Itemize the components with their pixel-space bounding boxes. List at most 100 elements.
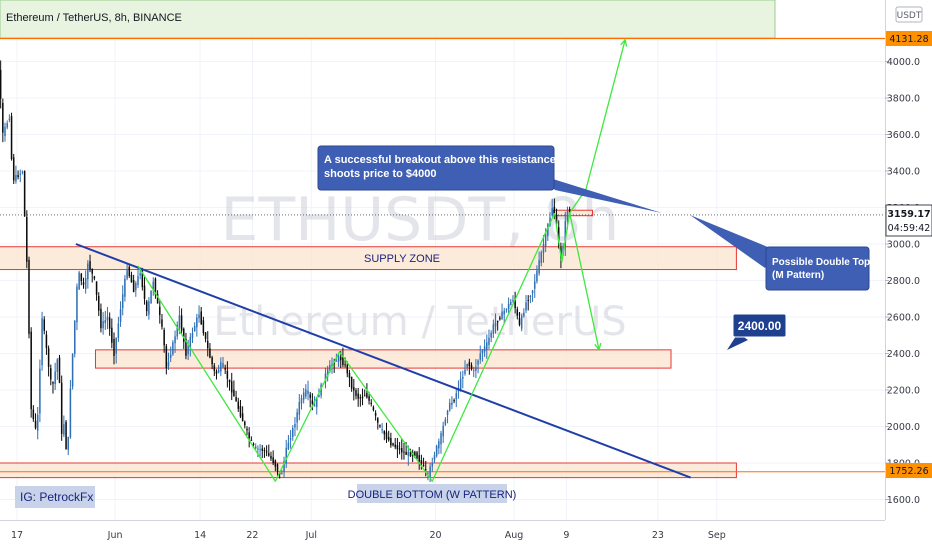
candle-body [507,303,510,309]
candle-body [204,332,207,339]
candle-body [200,311,202,325]
candle-body [15,174,17,182]
y-tick-label: 1600.0 [887,495,920,506]
candle-body [481,350,484,354]
candle-body [28,259,30,334]
candle-body [335,360,338,362]
currency-badge: USDT [895,6,923,23]
candle-body [2,102,4,133]
candle-body [165,346,168,369]
top-resistance [552,209,594,217]
x-tick-label: 23 [652,530,664,541]
candle-body [0,69,2,99]
candle-body [429,466,431,478]
candle-body [459,378,462,390]
author-label: IG: PetrockFx [15,486,95,508]
candle-body [235,397,237,402]
candle-body [374,412,377,416]
candle-body [217,369,220,373]
candle-body [12,157,15,181]
candle-body [566,210,569,222]
candle-body [285,447,287,464]
candle-body [353,387,355,391]
candle-body [6,123,8,128]
candle-body [65,421,67,450]
y-tick-label: 4000.0 [887,57,920,68]
candle-body [211,357,213,365]
y-tick-label: 3000.0 [887,240,920,251]
candle-body [468,362,471,367]
candle-body [10,116,13,160]
candle-body [97,296,100,311]
candle-body [257,448,259,450]
candle-body [490,332,492,338]
candle-body [346,364,349,374]
candle-body [470,365,473,370]
candle-body [126,270,128,279]
candle-body [209,348,211,358]
candle-body [237,401,240,409]
double-top-callout: Possible Double Top (M Pattern) [690,215,870,291]
candle-body [505,309,508,311]
mid-zone [94,349,672,369]
candle-body [4,126,6,137]
candle-body [78,272,80,290]
candle-body [451,402,453,405]
candle-body [544,232,547,247]
candle-body [533,281,536,289]
m-pattern-line [553,212,600,350]
candle-body [401,448,403,453]
candle-body [523,312,525,316]
candle-body [248,432,250,438]
double-top-callout-box [765,246,870,291]
candle-body [455,393,458,400]
candle-body [405,451,407,455]
candle-body [289,438,292,440]
candle-body [444,419,447,425]
candle-body [189,336,192,349]
x-tick-label: Sep [708,530,726,541]
candle-body [154,278,157,295]
candle-body [394,444,396,448]
candle-body [270,455,272,459]
candle-body [414,451,416,457]
candle-body [381,428,383,431]
target-price-tag-bg [886,31,932,46]
candle-body [531,290,534,293]
candle-body [17,175,19,178]
candle-body [326,368,329,377]
candle-body [357,393,359,399]
y-tick-label: 2000.0 [887,422,920,433]
candle-body [102,321,104,329]
candle-body [23,171,26,217]
candle-body [60,382,63,434]
candle-body [191,332,194,338]
candle-body [180,315,183,331]
target-2400-callout-box [732,313,787,338]
candle-body [337,356,340,362]
supply-zone-label: SUPPLY ZONE [364,253,440,265]
breakout-path-line [569,39,626,214]
candle-body [390,438,392,446]
candle-body [379,425,381,427]
candle-body [342,356,344,366]
candle-body [366,393,368,398]
author-label-text: IG: PetrockFx [20,490,93,504]
candle-body [307,390,309,395]
candle-body [510,301,512,305]
breakout-callout-line-1: A successful breakout above this resista… [324,154,556,166]
candle-body [446,410,449,415]
candle-body [348,373,351,378]
watermark-symbol: ETHUSDT, 8h [221,185,620,255]
candle-body [71,353,74,387]
breakout-callout-box [317,145,555,191]
candle-body [104,320,107,324]
double-bottom-label: DOUBLE BOTTOM (W PATTERN) [348,484,516,503]
candle-body [228,379,231,383]
y-tick-label: 3600.0 [887,130,920,141]
candle-body [453,400,455,402]
x-tick-label: Jun [107,530,123,541]
candle-body [152,281,155,291]
candle-body [475,366,477,371]
